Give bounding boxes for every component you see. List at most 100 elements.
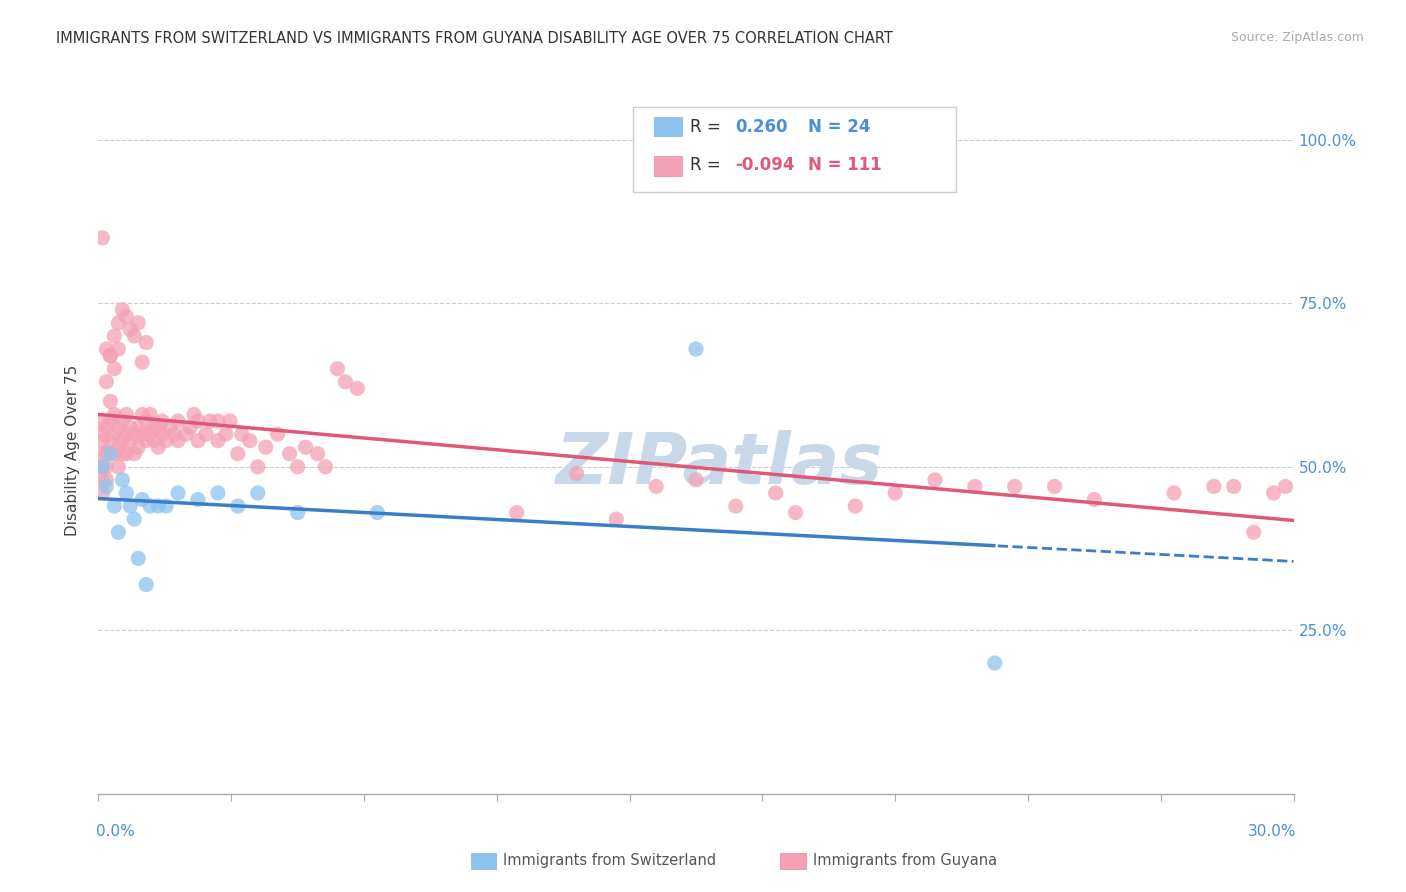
Point xyxy=(98,394,122,409)
Point xyxy=(150,427,173,442)
Point xyxy=(198,414,221,428)
Point xyxy=(115,427,138,442)
Point xyxy=(155,434,177,448)
Point xyxy=(91,486,114,500)
Point xyxy=(115,408,138,422)
Point xyxy=(207,414,229,428)
Point xyxy=(267,427,290,442)
Point xyxy=(167,414,190,428)
Point xyxy=(115,447,138,461)
Text: R =: R = xyxy=(690,156,721,174)
Point xyxy=(127,316,149,330)
Point xyxy=(278,447,301,461)
Point xyxy=(884,486,907,500)
Point xyxy=(98,349,122,363)
Point xyxy=(96,459,118,474)
Point xyxy=(148,440,170,454)
Point xyxy=(103,447,125,461)
Point xyxy=(115,486,138,500)
Point xyxy=(315,459,337,474)
Point xyxy=(120,322,142,336)
Text: Immigrants from Guyana: Immigrants from Guyana xyxy=(813,854,997,868)
Point xyxy=(107,525,129,540)
Point xyxy=(506,506,529,520)
Point xyxy=(287,506,309,520)
Point xyxy=(91,414,114,428)
Point xyxy=(103,329,125,343)
Point xyxy=(685,342,707,356)
Point xyxy=(231,427,253,442)
Point xyxy=(135,577,157,591)
Point xyxy=(111,434,134,448)
Text: ZIPatlas: ZIPatlas xyxy=(557,430,883,499)
Point xyxy=(246,486,269,500)
Text: Source: ZipAtlas.com: Source: ZipAtlas.com xyxy=(1230,31,1364,45)
Point xyxy=(148,420,170,434)
Point xyxy=(120,420,142,434)
Point xyxy=(131,427,153,442)
Point xyxy=(91,459,114,474)
Point xyxy=(107,440,129,454)
Point xyxy=(135,335,157,350)
Point xyxy=(565,467,588,481)
Point xyxy=(96,473,118,487)
Point xyxy=(605,512,627,526)
Point xyxy=(111,473,134,487)
Point xyxy=(1043,479,1066,493)
Point xyxy=(207,486,229,500)
Point xyxy=(174,427,197,442)
Point xyxy=(844,499,866,513)
Point xyxy=(135,414,157,428)
Point xyxy=(765,486,787,500)
Point xyxy=(167,486,190,500)
Point xyxy=(124,512,146,526)
Point xyxy=(1274,479,1296,493)
Point xyxy=(187,492,209,507)
Point xyxy=(226,447,249,461)
Point xyxy=(246,459,269,474)
Point xyxy=(1004,479,1026,493)
Point xyxy=(107,316,129,330)
Point xyxy=(96,342,118,356)
Point xyxy=(91,434,114,448)
Point xyxy=(131,355,153,369)
Point xyxy=(645,479,668,493)
Point xyxy=(1163,486,1185,500)
Point xyxy=(96,447,118,461)
Point xyxy=(226,499,249,513)
Point xyxy=(98,414,122,428)
Point xyxy=(103,427,125,442)
Point xyxy=(91,459,114,474)
Point xyxy=(131,408,153,422)
Point xyxy=(148,499,170,513)
Point xyxy=(124,427,146,442)
Point xyxy=(207,434,229,448)
Point xyxy=(785,506,807,520)
Point xyxy=(143,420,166,434)
Point xyxy=(115,310,138,324)
Point xyxy=(91,447,114,461)
Point xyxy=(103,499,125,513)
Point xyxy=(98,434,122,448)
Point xyxy=(96,375,118,389)
Point xyxy=(1083,492,1105,507)
Point xyxy=(1263,486,1285,500)
Text: -0.094: -0.094 xyxy=(735,156,794,174)
Point xyxy=(127,440,149,454)
Point xyxy=(294,440,316,454)
Point xyxy=(155,499,177,513)
Point xyxy=(96,420,118,434)
Point xyxy=(107,459,129,474)
Point xyxy=(1223,479,1246,493)
Point xyxy=(135,434,157,448)
Point xyxy=(139,408,162,422)
Point xyxy=(96,479,118,493)
Point xyxy=(111,447,134,461)
Point xyxy=(685,473,707,487)
Point xyxy=(335,375,357,389)
Point xyxy=(143,434,166,448)
Point xyxy=(139,499,162,513)
Point xyxy=(1243,525,1265,540)
Text: 0.0%: 0.0% xyxy=(96,824,135,839)
Point xyxy=(111,414,134,428)
